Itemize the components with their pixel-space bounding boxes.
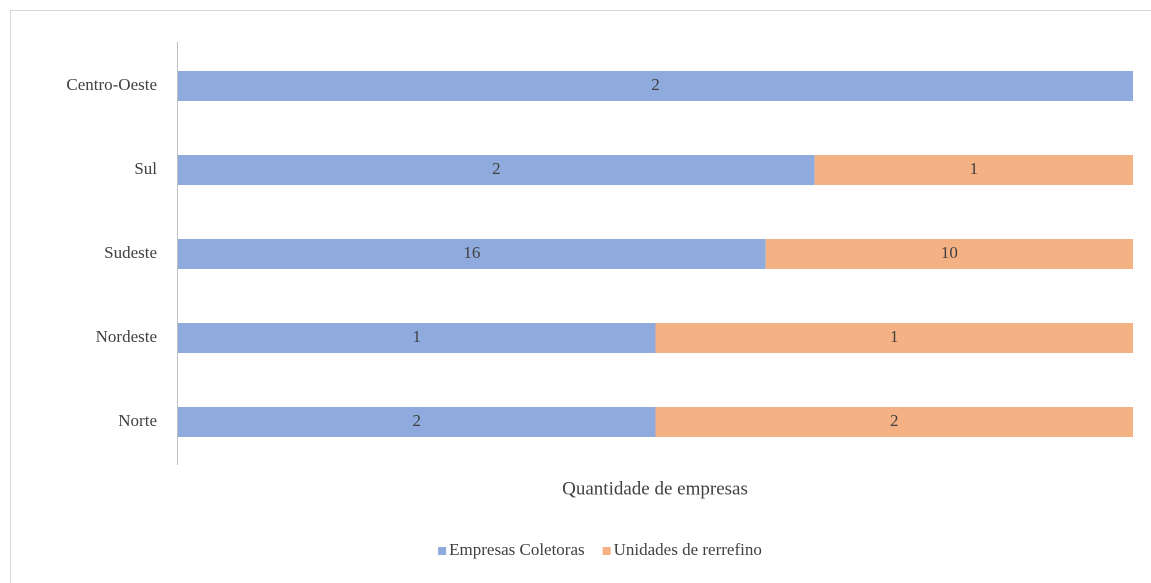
y-tick-label: Nordeste (96, 327, 157, 346)
data-label: 2 (492, 159, 501, 178)
bar-segment (655, 323, 1133, 353)
data-label: 1 (970, 159, 979, 178)
legend-label: Empresas Coletoras (449, 540, 585, 559)
data-label: 2 (651, 75, 660, 94)
data-label: 10 (941, 243, 958, 262)
bar-segment (178, 323, 656, 353)
bar-segment (765, 239, 1133, 269)
bar-segment (178, 71, 1133, 101)
bar-segment (178, 155, 815, 185)
bar-segment (655, 407, 1133, 437)
y-tick-label: Centro-Oeste (66, 75, 157, 94)
data-label: 2 (413, 411, 422, 430)
y-tick-label: Sudeste (104, 243, 157, 262)
bar-segment (814, 155, 1133, 185)
data-label: 1 (890, 327, 899, 346)
legend-label: Unidades de rerrefino (614, 540, 762, 559)
bar-segment (178, 407, 656, 437)
bar-segment (178, 239, 766, 269)
x-axis-title: Quantidade de empresas (562, 478, 748, 499)
y-tick-label: Sul (134, 159, 157, 178)
data-label: 2 (890, 411, 899, 430)
y-tick-label: Norte (118, 411, 157, 430)
legend-swatch (438, 547, 447, 555)
data-label: 16 (463, 243, 480, 262)
data-label: 1 (413, 327, 422, 346)
legend-swatch (602, 547, 611, 555)
